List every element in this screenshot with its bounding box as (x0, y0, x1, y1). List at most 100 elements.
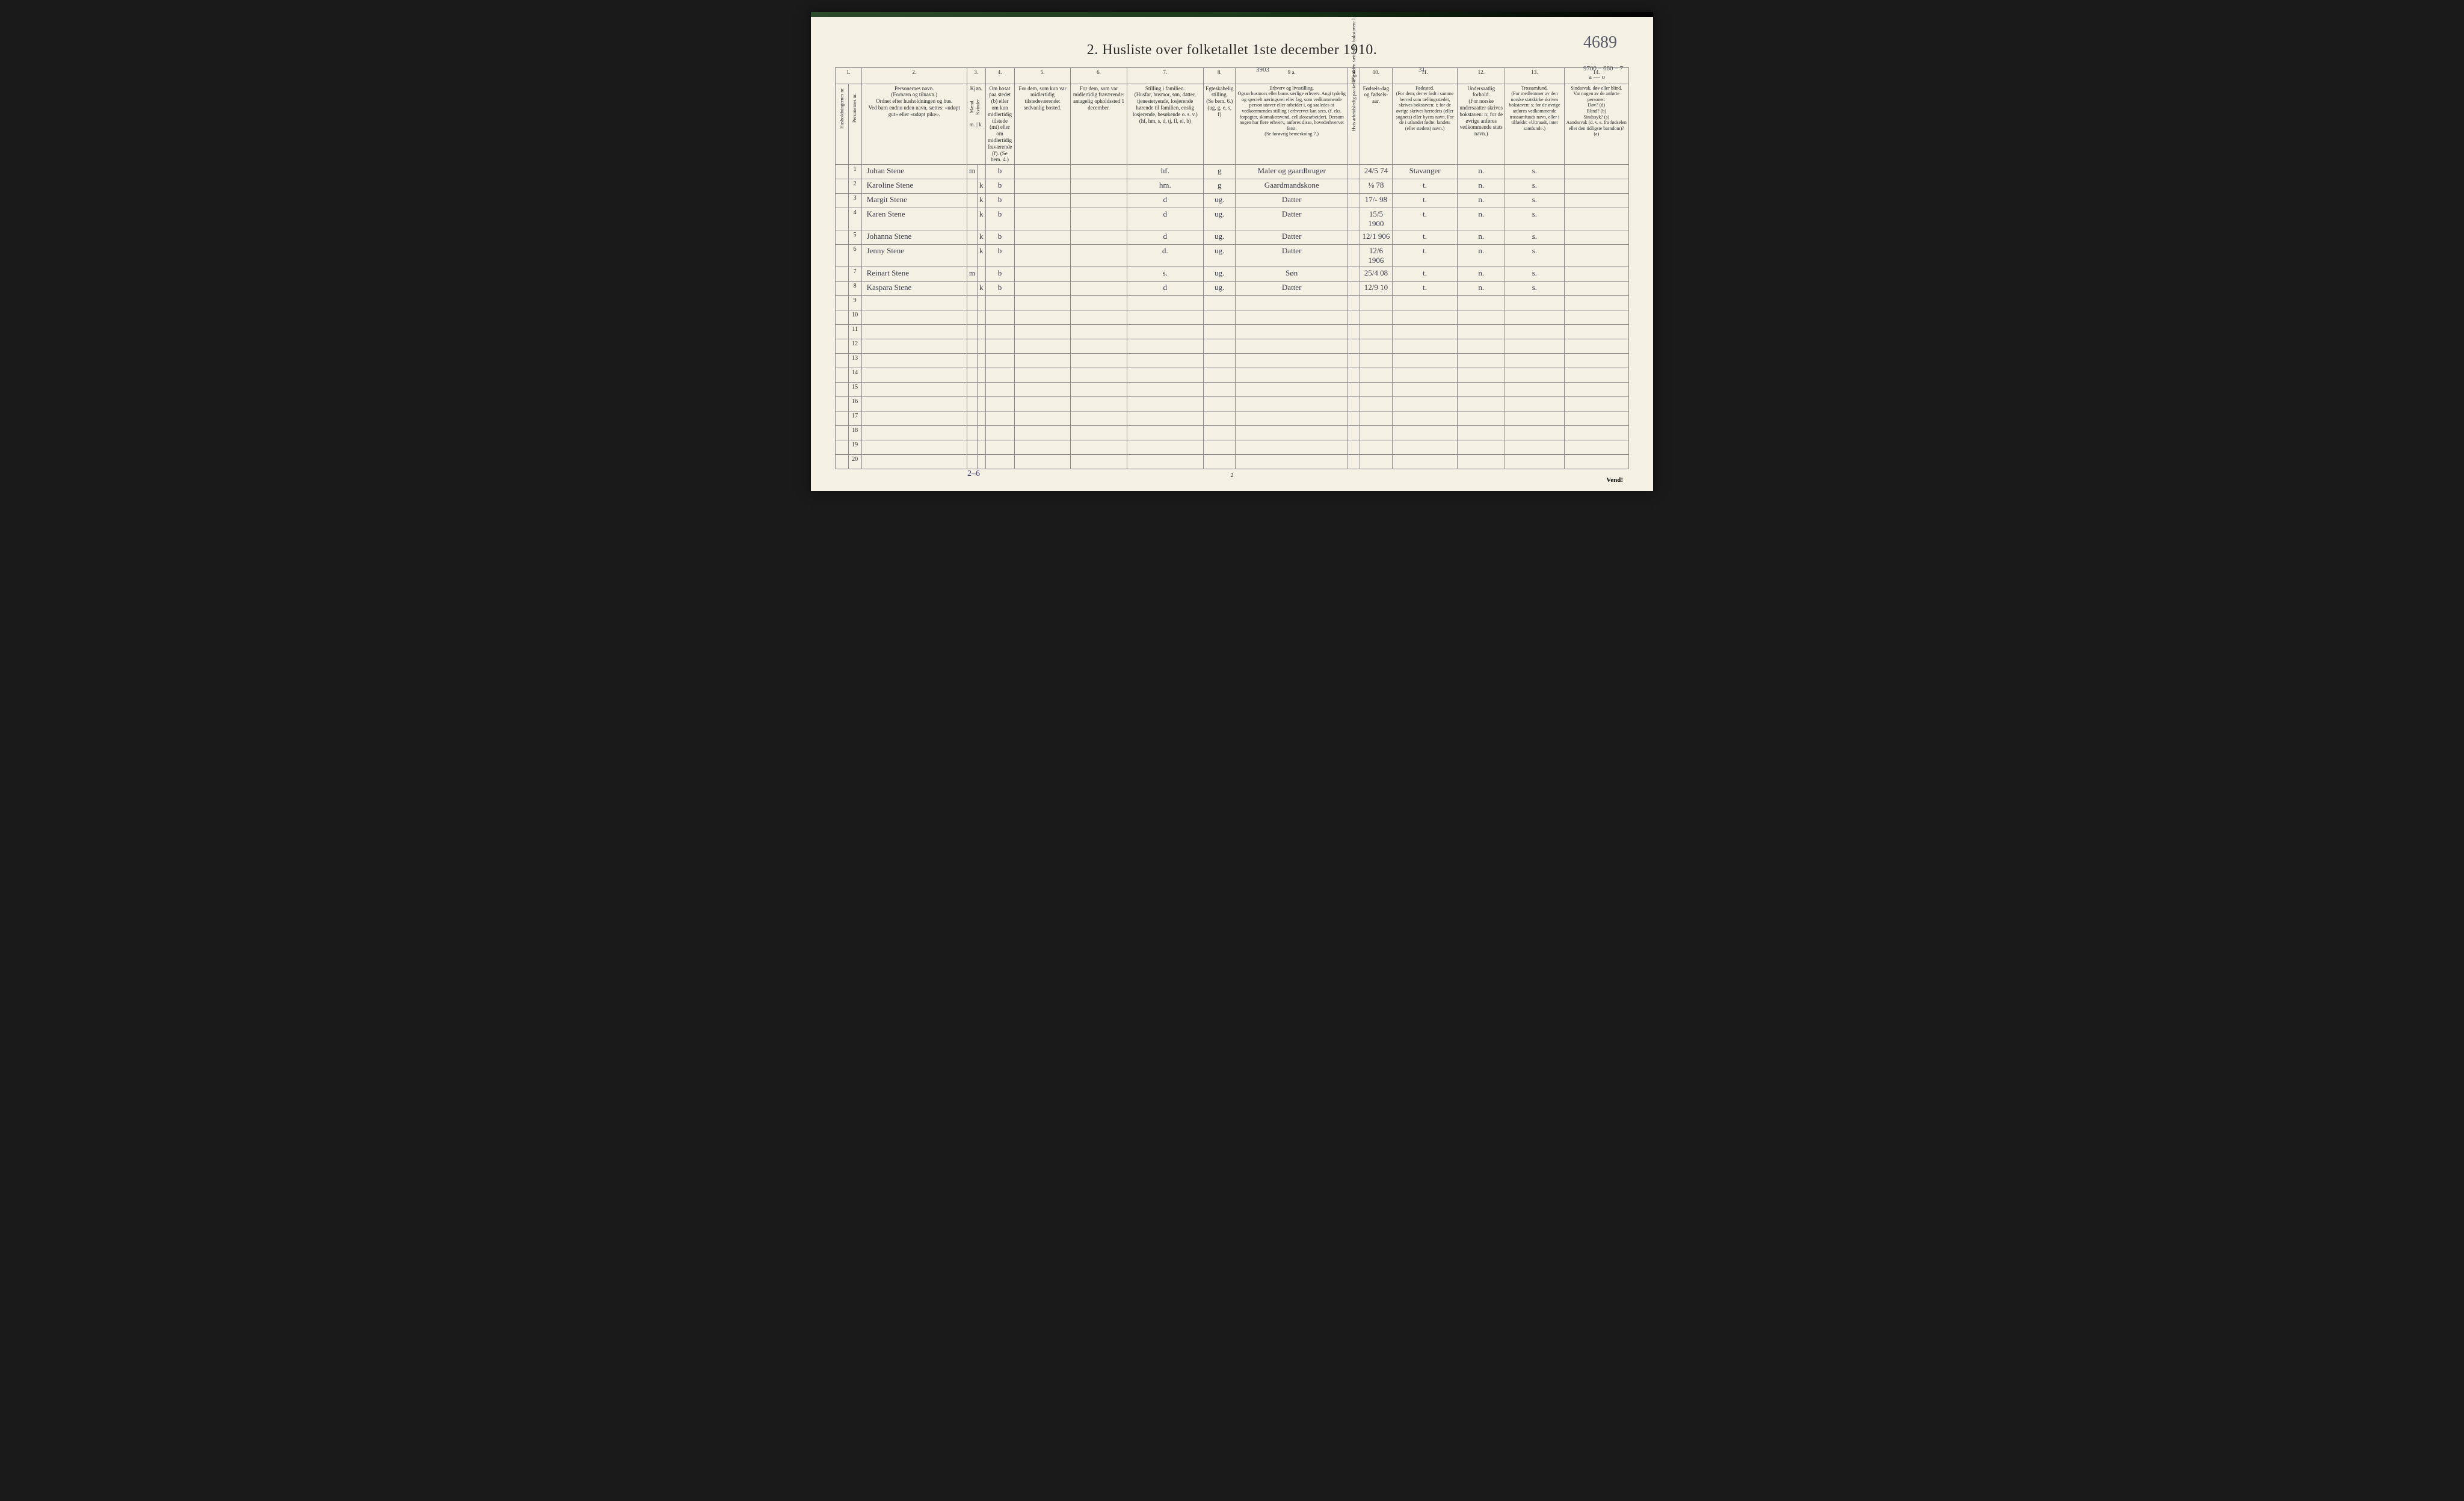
table-cell (836, 194, 849, 208)
table-cell (1393, 440, 1458, 455)
table-cell: b (985, 230, 1014, 245)
table-cell: k (978, 194, 986, 208)
header-9b-text: Hvis arbeidsledig paa tællingstiden sætt… (1351, 85, 1357, 131)
table-cell (1393, 325, 1458, 339)
table-cell (967, 354, 977, 368)
table-cell (1360, 397, 1392, 411)
table-cell (1564, 267, 1628, 282)
table-row: 7Reinart Stenembs.ug.Søn25/4 08t.n.s. (836, 267, 1629, 282)
table-cell (1127, 411, 1203, 426)
table-cell: Margit Stene (861, 194, 967, 208)
table-cell (836, 245, 849, 267)
header-9b: Hvis arbeidsledig paa tællingstiden sætt… (1348, 84, 1360, 165)
header-12: Undersaatlig forhold. (For norske unders… (1458, 84, 1505, 165)
table-cell: 24/5 74 (1360, 165, 1392, 179)
table-cell (985, 339, 1014, 354)
table-cell (1127, 339, 1203, 354)
table-cell: ⅛ 78 (1360, 179, 1392, 194)
colnum-10: 10. (1360, 68, 1392, 84)
table-cell (1014, 440, 1071, 455)
header-3a: Mænd. (969, 91, 975, 122)
table-cell: Karoline Stene (861, 179, 967, 194)
table-cell (1458, 354, 1505, 368)
table-cell (985, 455, 1014, 469)
table-cell (1014, 397, 1071, 411)
table-cell (836, 267, 849, 282)
table-cell (1071, 325, 1127, 339)
table-cell (967, 230, 977, 245)
table-cell (1564, 282, 1628, 296)
table-cell: 18 (848, 426, 861, 440)
table-row: 12 (836, 339, 1629, 354)
table-cell: s. (1505, 194, 1564, 208)
table-cell (861, 440, 967, 455)
table-cell (1014, 267, 1071, 282)
annotation-9a: 3903 (1256, 66, 1269, 73)
table-cell: b (985, 267, 1014, 282)
table-cell (1393, 411, 1458, 426)
table-cell (1236, 325, 1348, 339)
header-4: Om bosat paa stedet (b) eller om kun mid… (985, 84, 1014, 165)
table-cell (1360, 339, 1392, 354)
table-cell (1127, 455, 1203, 469)
table-cell (1236, 411, 1348, 426)
header-14: Sindssvak, døv eller blind. Var nogen av… (1564, 84, 1628, 165)
table-cell: ug. (1203, 194, 1236, 208)
colnum-4: 4. (985, 68, 1014, 84)
table-cell (967, 339, 977, 354)
table-cell (1360, 368, 1392, 383)
header-7: Stilling i familien. (Husfar, husmor, sø… (1127, 84, 1203, 165)
header-3b: Kvinder. (975, 91, 981, 122)
vend-label: Vend! (1606, 476, 1623, 484)
table-cell (1393, 339, 1458, 354)
colnum-5: 5. (1014, 68, 1071, 84)
colnum-9a: 9 a. (1236, 68, 1348, 84)
table-cell: s. (1505, 165, 1564, 179)
table-cell: 3 (848, 194, 861, 208)
table-cell (861, 411, 967, 426)
table-cell: k (978, 282, 986, 296)
table-row: 5Johanna Stenekbdug.Datter12/1 906t.n.s. (836, 230, 1629, 245)
table-cell (836, 310, 849, 325)
table-cell: Datter (1236, 282, 1348, 296)
table-cell (861, 383, 967, 397)
table-cell: s. (1127, 267, 1203, 282)
table-cell (1203, 411, 1236, 426)
header-row: Husholdningernes nr. Personernes nr. Per… (836, 84, 1629, 165)
table-cell: 9 (848, 296, 861, 310)
table-cell (1014, 282, 1071, 296)
table-cell (1360, 440, 1392, 455)
table-cell (967, 426, 977, 440)
table-cell (1236, 354, 1348, 368)
page-number-handwritten: 4689 (1583, 33, 1617, 52)
table-cell: 25/4 08 (1360, 267, 1392, 282)
table-cell (1014, 245, 1071, 267)
table-cell (1014, 208, 1071, 230)
table-cell (1348, 325, 1360, 339)
table-cell (1393, 368, 1458, 383)
table-cell: b (985, 245, 1014, 267)
table-cell (1127, 310, 1203, 325)
table-cell (1360, 296, 1392, 310)
table-cell (1564, 230, 1628, 245)
table-cell (967, 282, 977, 296)
table-row: 18 (836, 426, 1629, 440)
table-cell (1564, 208, 1628, 230)
table-cell (967, 194, 977, 208)
table-cell (978, 426, 986, 440)
table-cell (836, 354, 849, 368)
table-cell: n. (1458, 245, 1505, 267)
table-cell (985, 354, 1014, 368)
table-cell (836, 455, 849, 469)
table-cell: s. (1505, 208, 1564, 230)
table-cell (1203, 440, 1236, 455)
table-cell (1014, 179, 1071, 194)
table-row: 14 (836, 368, 1629, 383)
table-cell: Gaardmandskone (1236, 179, 1348, 194)
table-cell (861, 310, 967, 325)
table-cell (1348, 368, 1360, 383)
table-cell (1505, 339, 1564, 354)
table-row: 10 (836, 310, 1629, 325)
table-cell (1360, 354, 1392, 368)
table-cell: 12/1 906 (1360, 230, 1392, 245)
